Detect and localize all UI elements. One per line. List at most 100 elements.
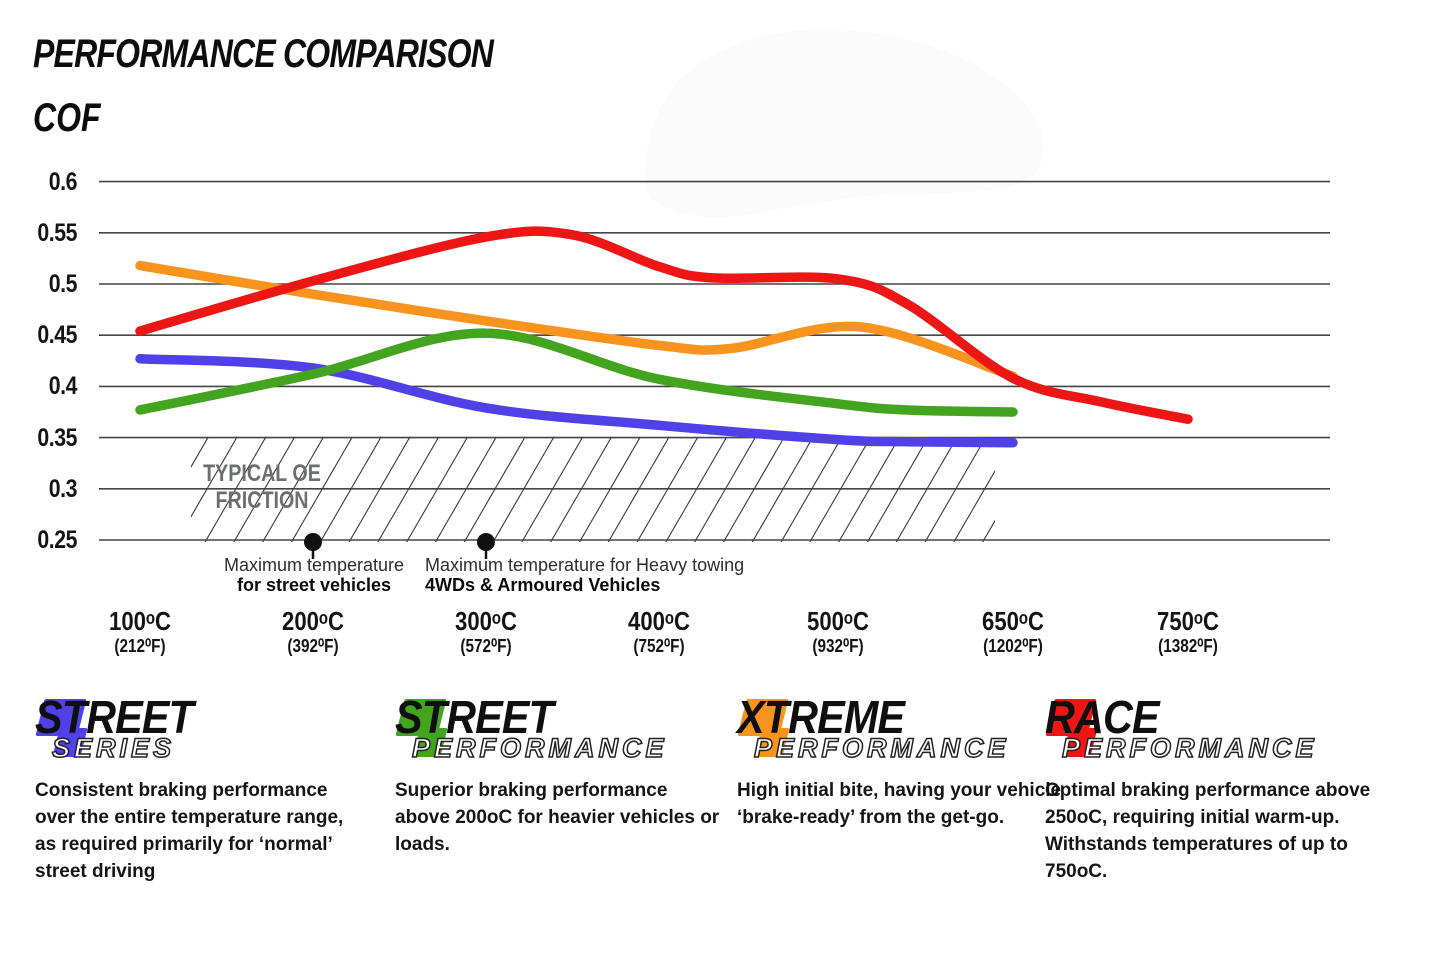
x-tick-celsius: 500ᵒC (807, 606, 869, 636)
hatch-line (924, 437, 987, 542)
line-race-performance (135, 226, 1193, 424)
annotation-line2: 4WDs & Armoured Vehicles (425, 575, 661, 595)
hatch-line (406, 437, 469, 542)
hatch-line (116, 433, 182, 547)
hatch-line (665, 437, 728, 542)
y-tick-label: 0.4 (48, 372, 78, 401)
line-xtreme-performance (135, 260, 1018, 381)
x-tick-label: 500ᵒC (932⁰F) (802, 607, 875, 657)
hatch-line (348, 437, 411, 542)
hatch-line (982, 519, 995, 542)
legend-race-performance: RACE PERFORMANCE Optimal braking perform… (1045, 691, 1381, 885)
y-tick-label: 0.5 (48, 270, 78, 298)
x-tick-celsius: 400ᵒC (628, 606, 690, 636)
x-tick-fahrenheit: (752⁰F) (633, 636, 685, 656)
oe-label-line2: FRICTION (215, 487, 309, 514)
x-tick-label: 400ᵒC (752⁰F) (623, 607, 696, 657)
x-tick-celsius: 200ᵒC (282, 606, 344, 636)
hatch-line (87, 433, 153, 547)
hatch-line (262, 437, 325, 542)
y-tick-label: 0.25 (37, 526, 77, 554)
annotation-street-max-temp: Maximum temperature for street vehicles (224, 556, 404, 595)
hatch-line (866, 437, 929, 542)
annotation-towing-max-temp: Maximum temperature for Heavy towing 4WD… (425, 556, 744, 595)
race-performance-logo: RACE PERFORMANCE (1045, 691, 1381, 768)
hatch-line (1009, 433, 1075, 547)
max-temperature-markers (304, 533, 495, 559)
typical-oe-friction-band (87, 433, 1075, 547)
hatch-line (607, 437, 670, 542)
max-temp-marker-dot (477, 533, 495, 551)
y-tick-label: 0.6 (48, 167, 78, 196)
legend-word2: PERFORMANCE (1061, 733, 1318, 763)
legend-word2: PERFORMANCE (753, 733, 1010, 763)
x-tick-celsius: 750ᵒC (1157, 606, 1219, 636)
street-performance-logo: STREET PERFORMANCE (395, 691, 727, 768)
max-temp-marker-dot (304, 533, 322, 551)
street-series-logo: STREET SERIES (35, 691, 367, 768)
hatch-line (521, 437, 584, 542)
hatch-line (694, 437, 757, 542)
hatch-line (191, 437, 238, 518)
hatch-line (204, 437, 267, 542)
page-title: PERFORMANCE COMPARISON (33, 32, 494, 76)
legend-word2: SERIES (51, 733, 176, 763)
annotation-line1: Maximum temperature for Heavy towing (425, 555, 745, 575)
hatch-line (290, 437, 353, 542)
line-street-series (135, 354, 1018, 448)
y-tick-label: 0.3 (48, 474, 78, 503)
x-tick-celsius: 300ᵒC (455, 606, 517, 636)
x-tick-label: 100ᵒC (212⁰F) (104, 607, 177, 657)
legend-description: Optimal braking performance above 250oC,… (1045, 780, 1371, 882)
y-tick-label: 0.35 (37, 423, 77, 452)
hatch-line (319, 437, 382, 542)
x-tick-celsius: 650ᵒC (982, 606, 1044, 636)
hatch-line (953, 469, 995, 542)
x-tick-fahrenheit: (392⁰F) (287, 636, 339, 656)
y-tick-label: 0.55 (37, 218, 77, 247)
hatch-line (780, 437, 843, 542)
line-street-performance (135, 328, 1018, 417)
hatch-line (550, 437, 613, 542)
legend-description: Superior braking performance above 200oC… (395, 780, 720, 855)
hatch-line (636, 437, 699, 542)
legend-word2: PERFORMANCE (411, 733, 668, 763)
hatch-line (809, 437, 872, 542)
annotation-line1: Maximum temperature (223, 555, 405, 575)
legend-xtreme-performance: XTREME PERFORMANCE High initial bite, ha… (737, 691, 1069, 831)
hatch-line (492, 437, 555, 542)
hatch-line (463, 437, 526, 542)
legend-word1: STREET (395, 691, 554, 743)
x-tick-label: 750ᵒC (1382⁰F) (1152, 607, 1225, 657)
legend-word1: RACE (1045, 691, 1160, 743)
legend-word1: XTREME (737, 691, 905, 743)
annotation-line2: for street vehicles (236, 575, 392, 595)
hatch-line (838, 437, 901, 542)
hatch-line (895, 437, 958, 542)
x-tick-label: 200ᵒC (392⁰F) (277, 607, 350, 657)
typical-oe-friction-label: TYPICAL OE FRICTION (190, 460, 334, 514)
hatch-line (722, 437, 785, 542)
x-tick-fahrenheit: (1202⁰F) (983, 636, 1043, 656)
legend-word1: STREET (35, 691, 194, 743)
data-series-lines (135, 226, 1193, 448)
x-tick-label: 650ᵒC (1202⁰F) (977, 607, 1050, 657)
legend-street-performance: STREET PERFORMANCE Superior braking perf… (395, 691, 727, 858)
legend-street-series: STREET SERIES Consistent braking perform… (35, 691, 367, 885)
hatch-line (578, 437, 641, 542)
hatch-line (434, 437, 497, 542)
x-tick-fahrenheit: (1382⁰F) (1158, 636, 1218, 656)
x-tick-label: 300ᵒC (572⁰F) (450, 607, 523, 657)
oe-label-line1: TYPICAL OE (203, 460, 321, 487)
x-tick-fahrenheit: (932⁰F) (812, 636, 864, 656)
y-axis-title: COF (33, 96, 101, 140)
background-swoosh (644, 29, 1044, 218)
legend-description: High initial bite, having your vehicle ‘… (737, 780, 1062, 828)
xtreme-performance-logo: XTREME PERFORMANCE (737, 691, 1069, 768)
x-tick-fahrenheit: (212⁰F) (114, 636, 166, 656)
hatch-line (751, 437, 814, 542)
x-tick-fahrenheit: (572⁰F) (460, 636, 512, 656)
legend-description: Consistent braking performance over the … (35, 780, 344, 882)
